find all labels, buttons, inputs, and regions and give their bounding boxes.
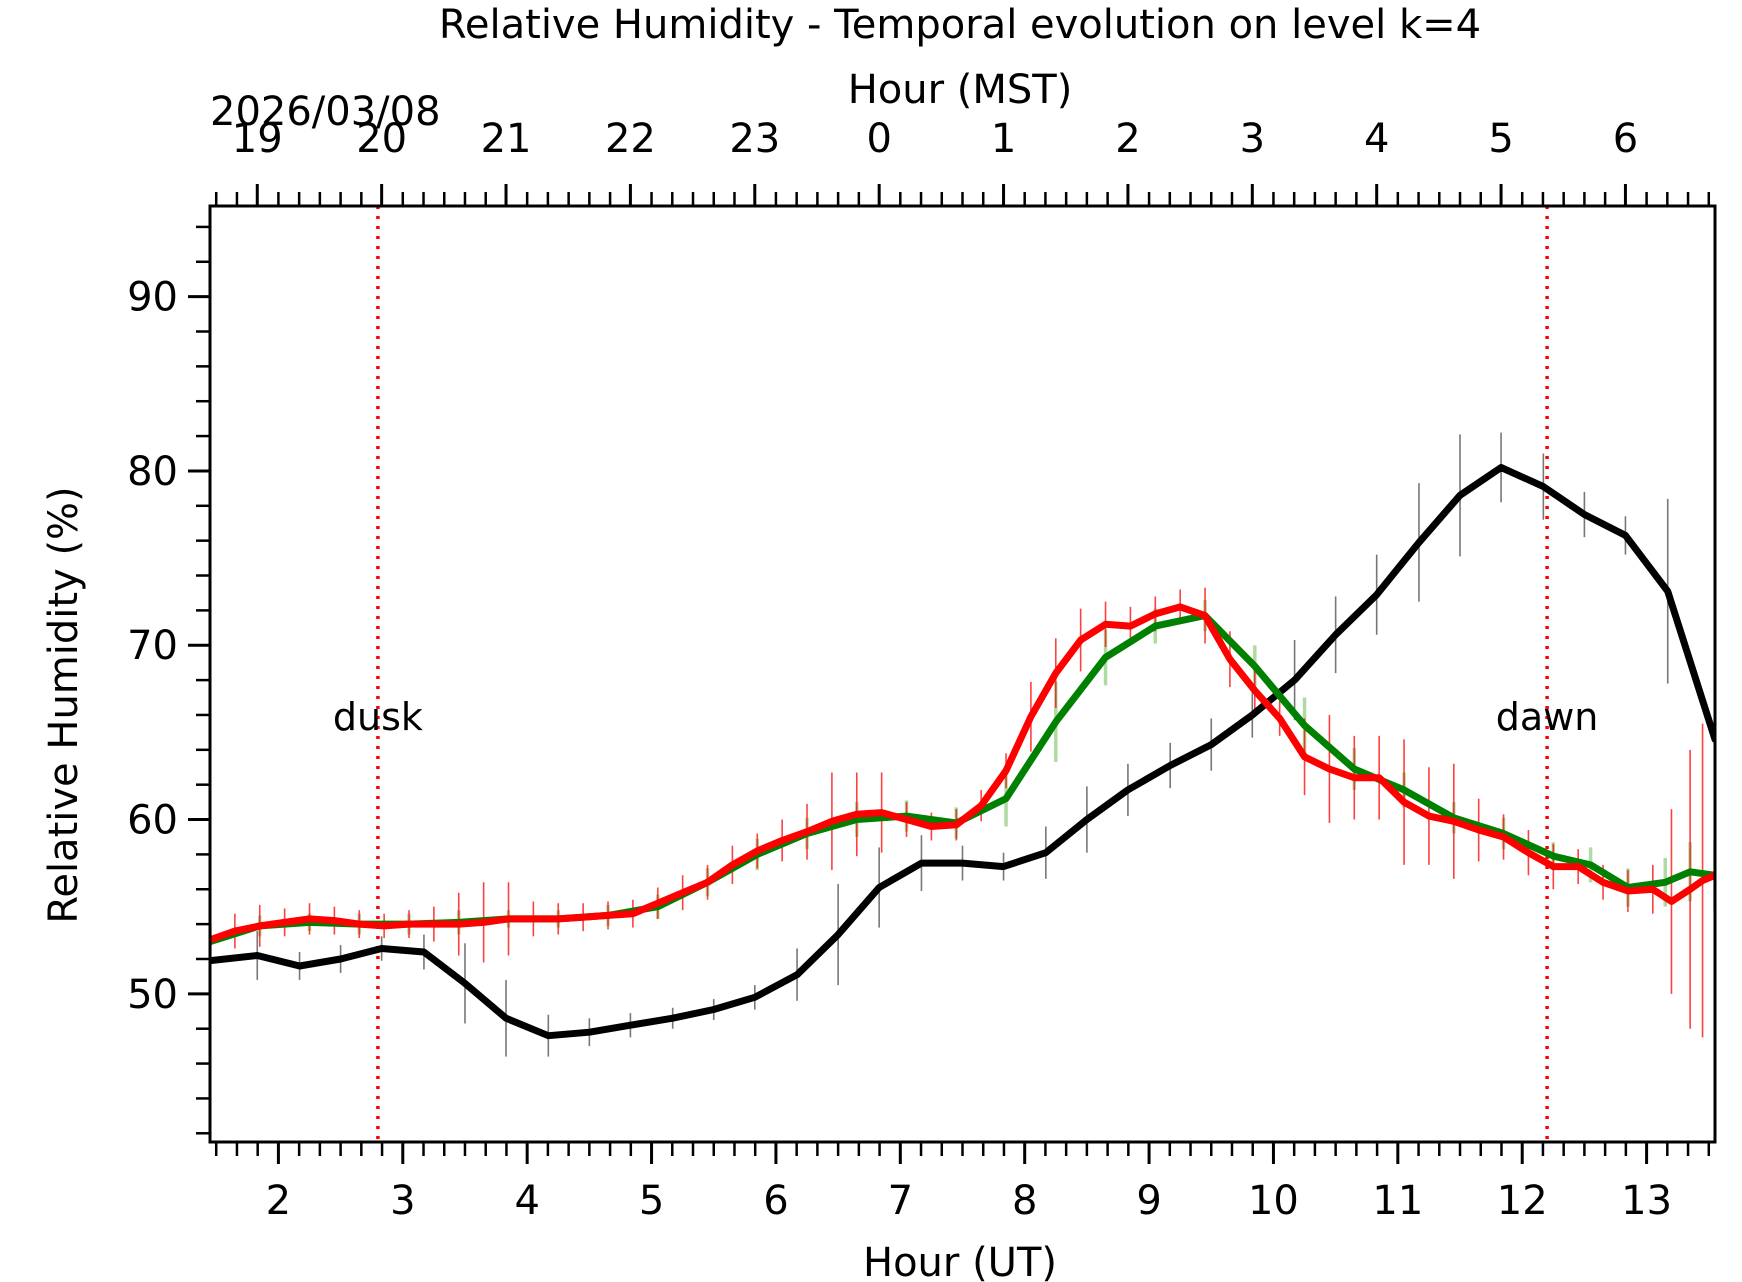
top-tick-label: 23 — [729, 116, 780, 162]
x-tick-label: 3 — [390, 1178, 415, 1224]
top-tick-label: 21 — [481, 116, 532, 162]
y-tick-label: 90 — [127, 275, 178, 321]
y-tick-label: 60 — [127, 798, 178, 844]
x-axis-label: Hour (UT) — [863, 1240, 1057, 1282]
x-tick-label: 5 — [639, 1178, 664, 1224]
top-tick-label: 1 — [991, 116, 1016, 162]
x-tick-label: 12 — [1497, 1178, 1548, 1224]
top-axis-ticks: 19 20 21 22 23 0 1 2 3 4 5 6 — [214, 116, 1711, 206]
x-tick-label: 4 — [514, 1178, 539, 1224]
top-tick-label: 20 — [356, 116, 407, 162]
y-tick-label: 80 — [127, 449, 178, 495]
bottom-axis-ticks: 2 3 4 5 6 7 8 9 10 11 12 13 — [214, 1142, 1711, 1224]
top-tick-label: 22 — [605, 116, 656, 162]
top-tick-label: 6 — [1613, 116, 1638, 162]
y-tick-label: 50 — [127, 972, 178, 1018]
y-axis-label: Relative Humidity (%) — [41, 486, 87, 923]
top-tick-label: 5 — [1488, 116, 1513, 162]
marker-labels: dusk dawn — [333, 695, 1598, 739]
top-tick-label: 2 — [1115, 116, 1140, 162]
x-tick-label: 13 — [1621, 1178, 1672, 1224]
dusk-label: dusk — [333, 695, 423, 739]
x-tick-label: 7 — [888, 1178, 913, 1224]
top-tick-label: 3 — [1240, 116, 1265, 162]
x-tick-label: 9 — [1136, 1178, 1161, 1224]
x-tick-label: 8 — [1012, 1178, 1037, 1224]
x-tick-label: 11 — [1372, 1178, 1423, 1224]
x-tick-label: 6 — [763, 1178, 788, 1224]
black-series-line — [210, 464, 1715, 1040]
chart-title: Relative Humidity - Temporal evolution o… — [439, 2, 1481, 48]
top-axis-label: Hour (MST) — [848, 67, 1073, 113]
x-tick-label: 2 — [266, 1178, 291, 1224]
series-lines — [210, 464, 1715, 1040]
top-tick-label: 19 — [232, 116, 283, 162]
green-series-line — [210, 612, 1715, 946]
red-series-line — [210, 603, 1715, 944]
plot-frame — [208, 204, 1717, 1144]
left-axis-ticks: 50 60 70 80 90 — [127, 225, 210, 1135]
top-tick-label: 0 — [866, 116, 891, 162]
top-tick-label: 4 — [1364, 116, 1389, 162]
x-tick-label: 10 — [1248, 1178, 1299, 1224]
day-night-markers — [376, 206, 1549, 1142]
y-tick-label: 70 — [127, 623, 178, 669]
dawn-label: dawn — [1496, 695, 1599, 739]
date-label: 2026/03/08 — [210, 89, 441, 135]
